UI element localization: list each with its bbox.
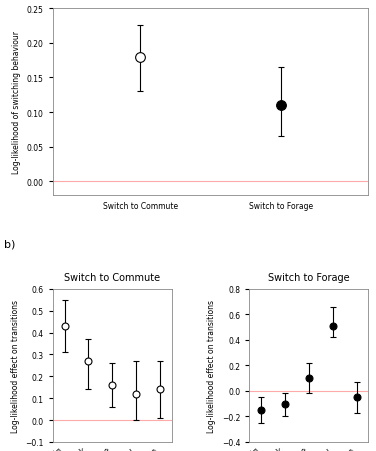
Text: b): b): [4, 239, 15, 249]
Title: Switch to Commute: Switch to Commute: [64, 273, 160, 283]
Title: Switch to Forage: Switch to Forage: [268, 273, 350, 283]
Y-axis label: Log-likelihood effect on transitions: Log-likelihood effect on transitions: [207, 299, 216, 432]
Y-axis label: Log-likelihood of switching behaviour: Log-likelihood of switching behaviour: [12, 31, 21, 174]
Y-axis label: Log-likelihood effect on transitions: Log-likelihood effect on transitions: [11, 299, 20, 432]
